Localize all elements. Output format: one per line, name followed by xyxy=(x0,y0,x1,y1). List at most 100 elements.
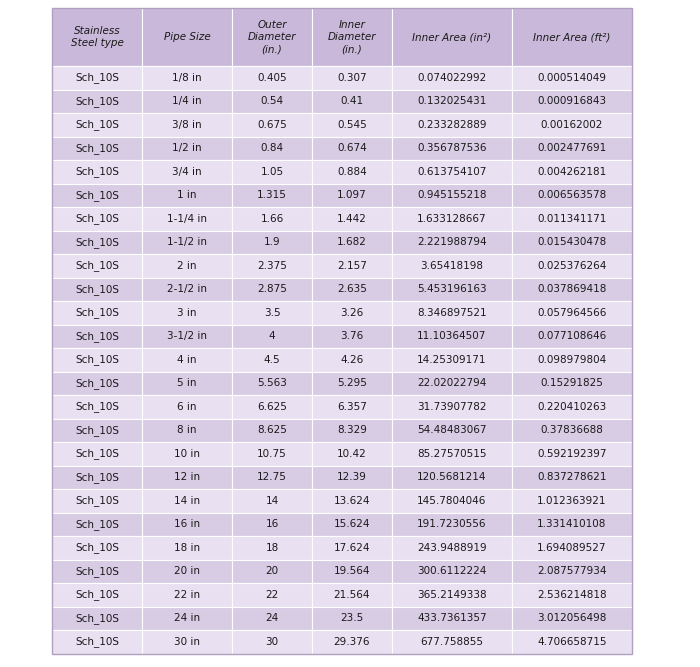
Text: 0.592192397: 0.592192397 xyxy=(538,449,607,459)
Text: 0.884: 0.884 xyxy=(337,167,367,177)
Text: 0.945155218: 0.945155218 xyxy=(417,190,486,200)
Bar xyxy=(232,89,312,113)
Text: 4.5: 4.5 xyxy=(264,355,280,365)
Bar xyxy=(142,113,232,137)
Text: 5.563: 5.563 xyxy=(257,378,287,388)
Text: 12 in: 12 in xyxy=(174,472,200,482)
Text: 0.011341171: 0.011341171 xyxy=(538,213,607,223)
Text: 191.7230556: 191.7230556 xyxy=(417,519,486,529)
Bar xyxy=(512,372,632,395)
Text: 10.75: 10.75 xyxy=(257,449,287,459)
Bar xyxy=(512,231,632,254)
Text: 1.694089527: 1.694089527 xyxy=(538,543,607,553)
Text: 3.5: 3.5 xyxy=(264,307,280,317)
Bar xyxy=(512,277,632,301)
Bar xyxy=(392,113,512,137)
Text: 1.331410108: 1.331410108 xyxy=(538,519,607,529)
Bar xyxy=(142,137,232,160)
Bar xyxy=(52,512,142,536)
Text: 30: 30 xyxy=(265,637,279,647)
Text: 365.2149338: 365.2149338 xyxy=(417,590,486,600)
Bar xyxy=(52,442,142,466)
Bar xyxy=(142,183,232,207)
Bar xyxy=(142,254,232,277)
Text: 20 in: 20 in xyxy=(174,566,200,576)
Bar xyxy=(312,395,392,418)
Text: Sch_10S: Sch_10S xyxy=(75,143,119,153)
Text: 0.307: 0.307 xyxy=(337,73,367,83)
Bar xyxy=(312,231,392,254)
Text: 3.76: 3.76 xyxy=(340,331,363,342)
Bar xyxy=(232,254,312,277)
Text: 10 in: 10 in xyxy=(174,449,200,459)
Text: 6.625: 6.625 xyxy=(257,402,287,412)
Text: 0.057964566: 0.057964566 xyxy=(538,307,607,317)
Text: 6.357: 6.357 xyxy=(337,402,367,412)
Bar xyxy=(232,207,312,231)
Bar xyxy=(232,560,312,583)
Bar xyxy=(392,418,512,442)
Text: 0.037869418: 0.037869418 xyxy=(538,284,607,294)
Bar xyxy=(52,395,142,418)
Text: 0.220410263: 0.220410263 xyxy=(538,402,607,412)
Bar xyxy=(392,325,512,348)
Text: 0.15291825: 0.15291825 xyxy=(540,378,603,388)
Text: 16: 16 xyxy=(265,519,279,529)
Bar xyxy=(512,137,632,160)
Text: 433.7361357: 433.7361357 xyxy=(417,613,486,623)
Bar xyxy=(142,231,232,254)
Text: Inner Area (in²): Inner Area (in²) xyxy=(412,32,491,42)
Text: 0.132025431: 0.132025431 xyxy=(417,96,486,106)
Text: 3.26: 3.26 xyxy=(340,307,363,317)
Text: 22 in: 22 in xyxy=(174,590,200,600)
Text: 3/4 in: 3/4 in xyxy=(172,167,202,177)
Bar xyxy=(142,8,232,66)
Text: Inner
Diameter
(in.): Inner Diameter (in.) xyxy=(328,19,377,55)
Text: Sch_10S: Sch_10S xyxy=(75,636,119,647)
Bar xyxy=(142,301,232,325)
Text: 22.02022794: 22.02022794 xyxy=(417,378,486,388)
Text: 1.442: 1.442 xyxy=(337,213,367,223)
Bar xyxy=(392,583,512,606)
Text: 0.41: 0.41 xyxy=(340,96,363,106)
Bar xyxy=(392,630,512,654)
Bar xyxy=(232,160,312,183)
Text: 0.074022992: 0.074022992 xyxy=(417,73,486,83)
Text: 0.077108646: 0.077108646 xyxy=(538,331,607,342)
Text: 8.625: 8.625 xyxy=(257,426,287,436)
Text: Stainless
Steel type: Stainless Steel type xyxy=(71,26,123,48)
Bar xyxy=(392,301,512,325)
Bar xyxy=(312,183,392,207)
Bar xyxy=(312,348,392,372)
Text: Sch_10S: Sch_10S xyxy=(75,119,119,130)
Text: Sch_10S: Sch_10S xyxy=(75,448,119,459)
Bar xyxy=(232,325,312,348)
Bar xyxy=(312,137,392,160)
Bar xyxy=(512,254,632,277)
Bar xyxy=(512,583,632,606)
Text: 1.05: 1.05 xyxy=(260,167,284,177)
Text: 0.54: 0.54 xyxy=(260,96,284,106)
Text: 0.000916843: 0.000916843 xyxy=(538,96,607,106)
Text: 1 in: 1 in xyxy=(177,190,197,200)
Bar xyxy=(142,512,232,536)
Text: Sch_10S: Sch_10S xyxy=(75,472,119,483)
Bar xyxy=(52,372,142,395)
Bar xyxy=(52,606,142,630)
Text: 0.837278621: 0.837278621 xyxy=(538,472,607,482)
Bar xyxy=(312,254,392,277)
Text: 18: 18 xyxy=(265,543,279,553)
Text: 2.221988794: 2.221988794 xyxy=(417,237,486,247)
Text: 1/4 in: 1/4 in xyxy=(172,96,202,106)
Text: 1/8 in: 1/8 in xyxy=(172,73,202,83)
Bar xyxy=(52,325,142,348)
Bar xyxy=(312,489,392,512)
Bar xyxy=(52,137,142,160)
Bar xyxy=(392,489,512,512)
Text: 0.025376264: 0.025376264 xyxy=(538,261,607,271)
Bar xyxy=(312,466,392,489)
Bar xyxy=(512,536,632,560)
Bar xyxy=(142,466,232,489)
Text: 2.375: 2.375 xyxy=(257,261,287,271)
Text: Sch_10S: Sch_10S xyxy=(75,190,119,201)
